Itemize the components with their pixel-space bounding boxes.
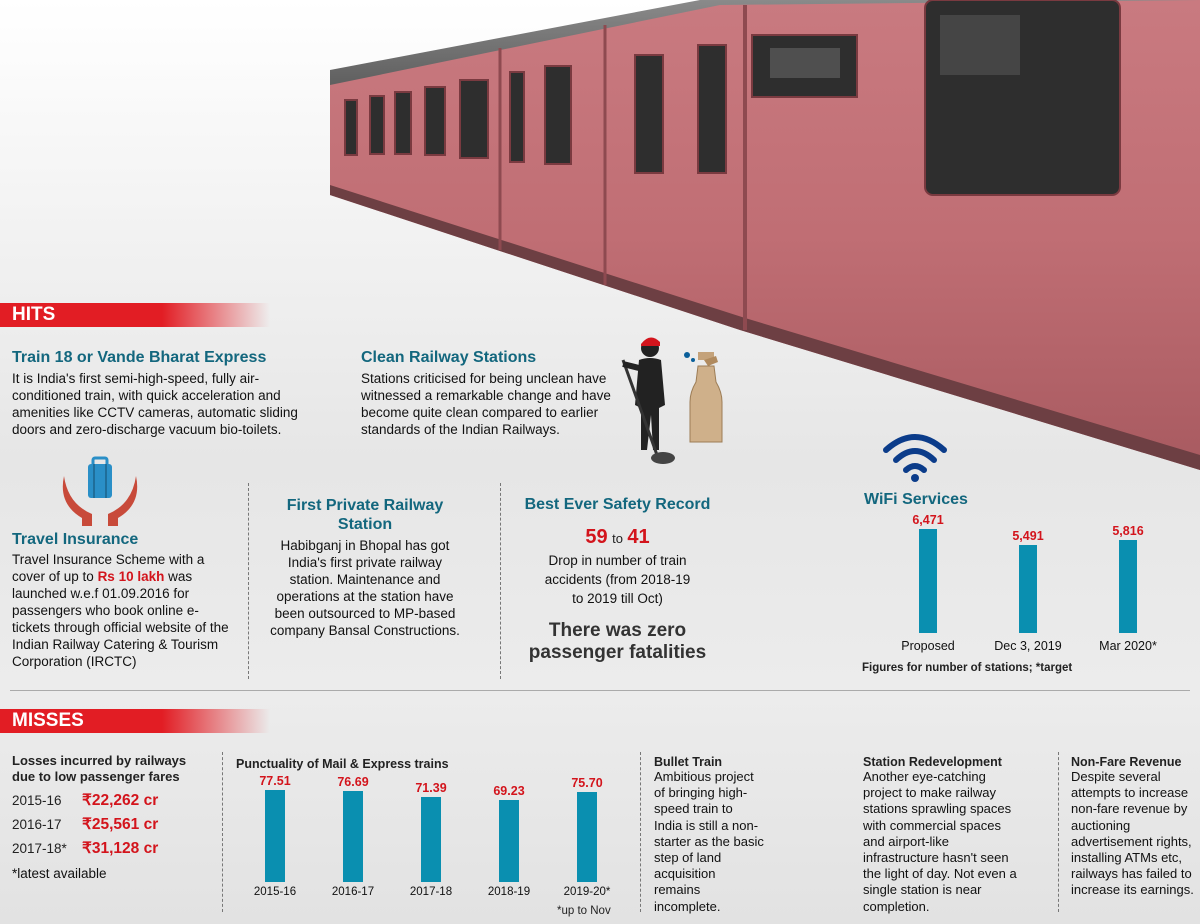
- chart-value-label: 76.69: [337, 775, 369, 789]
- wifi-title: WiFi Services: [864, 491, 968, 508]
- clean-stations-title: Clean Railway Stations: [361, 349, 537, 366]
- nonfare-block: Non-Fare Revenue Despite several attempt…: [1071, 755, 1196, 899]
- safety-to: 41: [627, 526, 650, 548]
- chart-bar: [265, 790, 285, 882]
- punctuality-note: *up to Nov: [557, 905, 611, 917]
- chart-category-label: 2017-18: [409, 886, 453, 898]
- divider: [640, 752, 641, 912]
- insurance-body-pre: Travel Insurance Scheme with a cover of …: [12, 552, 205, 584]
- chart-category-label: 2016-17: [331, 886, 375, 898]
- safety-title: Best Ever Safety Record: [524, 496, 711, 513]
- divider: [500, 483, 501, 679]
- chart-category-label: Dec 3, 2019: [994, 639, 1062, 653]
- insurance-amount: Rs 10 lakh: [97, 569, 165, 584]
- losses-year: 2017-18*: [12, 841, 67, 856]
- chart-category-label: 2018-19: [487, 886, 531, 898]
- losses-value: ₹31,128 cr: [82, 840, 159, 857]
- clean-stations-body: Stations criticised for being unclean ha…: [361, 371, 611, 437]
- losses-year: 2016-17: [12, 817, 62, 832]
- safety-body: Drop in number of train accidents (from …: [544, 553, 691, 606]
- insurance-title: Travel Insurance: [12, 531, 139, 548]
- redevelopment-block: Station Redevelopment Another eye-catchi…: [863, 755, 1023, 915]
- chart-category-label: Proposed: [901, 639, 955, 653]
- insurance-body: Travel Insurance Scheme with a cover of …: [12, 551, 232, 670]
- chart-value-label: 77.51: [259, 774, 291, 788]
- train18-title: Train 18 or Vande Bharat Express: [12, 349, 267, 366]
- cleaner-icon: [621, 337, 695, 464]
- chart-category-label: 2015-16: [253, 886, 297, 898]
- chart-bar: [421, 797, 441, 882]
- misses-header: MISSES: [0, 709, 270, 733]
- losses-row: 2016-17 ₹25,561 cr: [12, 815, 212, 839]
- chart-bar: [1119, 540, 1137, 633]
- chart-value-label: 75.70: [571, 776, 603, 790]
- chart-bar: [919, 529, 937, 633]
- chart-bar: [343, 791, 363, 882]
- divider: [222, 752, 223, 912]
- losses-row: 2017-18* ₹31,128 cr: [12, 839, 212, 863]
- wifi-icon: [883, 434, 947, 482]
- bullet-block: Bullet Train Ambitious project of bringi…: [654, 755, 764, 915]
- spray-bottle-icon: [689, 352, 723, 443]
- redevelopment-title: Station Redevelopment: [863, 755, 1002, 769]
- safety-big-statement: There was zero passenger fatalities: [528, 620, 707, 663]
- bullet-body: Ambitious project of bringing high-speed…: [654, 769, 764, 914]
- wifi-note: Figures for number of stations; *target: [862, 662, 1073, 674]
- train18-body: It is India's first semi-high-speed, ful…: [12, 371, 298, 437]
- private-station-body: Habibganj in Bhopal has got India's firs…: [270, 538, 460, 638]
- punctuality-title: Punctuality of Mail & Express trains: [236, 757, 449, 771]
- chart-value-label: 5,491: [1012, 529, 1044, 543]
- losses-value: ₹25,561 cr: [82, 816, 159, 833]
- hits-header: HITS: [0, 303, 270, 327]
- chart-bar: [1019, 545, 1037, 633]
- wifi-chart: 6,471 Proposed 5,491 Dec 3, 2019 5,816 Mar 20…: [880, 505, 1170, 657]
- insurance-hands-icon: [62, 456, 138, 526]
- bullet-title: Bullet Train: [654, 755, 723, 769]
- private-station-title: First Private Railway Station: [286, 497, 444, 533]
- chart-value-label: 69.23: [493, 784, 525, 798]
- nonfare-title: Non-Fare Revenue: [1071, 755, 1182, 769]
- chart-value-label: 5,816: [1112, 524, 1144, 538]
- clean-stations-block: Clean Railway Stations Stations criticis…: [361, 349, 633, 438]
- chart-bar: [499, 800, 519, 882]
- losses-block: Losses incurred by railways due to low p…: [12, 753, 212, 882]
- losses-note: *latest available: [12, 866, 107, 881]
- chart-value-label: 6,471: [912, 513, 944, 527]
- insurance-body-post: was launched w.e.f 01.09.2016 for passen…: [12, 569, 229, 669]
- section-separator: [10, 690, 1190, 691]
- private-station-block: First Private Railway Station Habibganj …: [270, 496, 460, 639]
- losses-title: Losses incurred by railways due to low p…: [12, 753, 187, 784]
- train18-block: Train 18 or Vande Bharat Express It is I…: [12, 349, 312, 438]
- divider: [1058, 752, 1059, 912]
- nonfare-body: Despite several attempts to increase non…: [1071, 769, 1194, 898]
- safety-from: 59: [585, 526, 608, 548]
- chart-category-label: 2019-20*: [563, 886, 611, 898]
- train-image: [330, 0, 1200, 470]
- losses-year: 2015-16: [12, 793, 62, 808]
- insurance-block: Travel Insurance Travel Insurance Scheme…: [12, 531, 232, 670]
- safety-to-word: to: [612, 531, 623, 546]
- losses-row: 2015-16 ₹22,262 cr: [12, 791, 212, 815]
- redevelopment-body: Another eye-catching project to make rai…: [863, 769, 1017, 914]
- chart-bar: [577, 792, 597, 882]
- losses-value: ₹22,262 cr: [82, 792, 159, 809]
- chart-category-label: Mar 2020*: [1099, 639, 1157, 653]
- safety-block: Best Ever Safety Record 59 to 41 Drop in…: [510, 496, 725, 664]
- losses-list: 2015-16 ₹22,262 cr 2016-17 ₹25,561 cr 2017-1…: [12, 791, 212, 863]
- divider: [248, 483, 249, 679]
- chart-value-label: 71.39: [415, 781, 447, 795]
- punctuality-chart: 77.51 2015-16 76.69 2016-17 71.39 2017-18 69.2…: [240, 770, 640, 902]
